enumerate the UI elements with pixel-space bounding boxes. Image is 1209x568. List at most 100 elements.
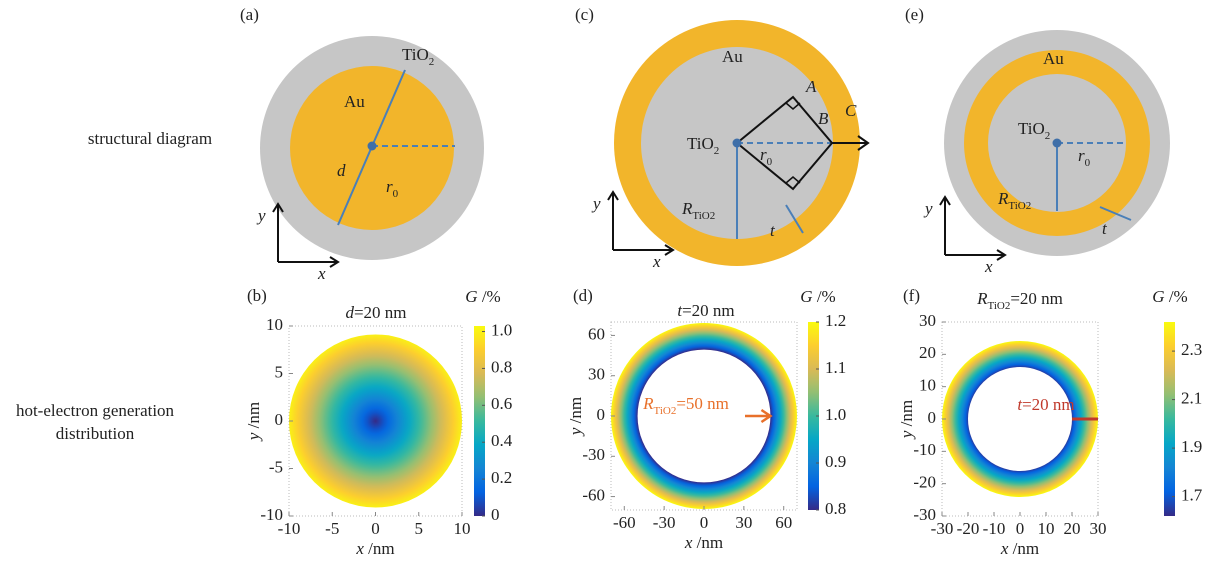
colorbar-tick-label: 0.9 [825,452,846,471]
text-segment: G [1152,287,1164,306]
y-tick-label: 10 [919,376,936,395]
text-segment: /nm [244,402,263,433]
panel-label: (d) [573,286,593,305]
text-segment: TiO [1008,200,1025,212]
shell-label: Au [722,47,743,66]
point-label: A [805,77,817,96]
center-dot [368,142,377,151]
text-segment: B [818,109,829,128]
text-segment: y [244,432,263,442]
colorbar-tick-label: 1.7 [1181,486,1203,505]
y-tick-label: -30 [913,505,936,524]
panel-label: (a) [240,5,259,24]
text-segment: R [997,189,1009,208]
colorbar-tick-label: 1.2 [825,311,846,330]
x-axis-label: x /nm [684,533,723,552]
text-segment: Au [722,47,743,66]
y-tick-label: 0 [928,408,937,427]
x-tick-label: -30 [653,513,676,532]
colorbar-tick-label: 0.6 [491,394,512,413]
text-segment: /% [813,287,836,306]
x-tick-label: 10 [1038,519,1055,538]
y-tick-label: -5 [269,457,283,476]
colorbar [474,326,485,516]
text-segment: 0 [767,156,773,168]
y-tick-label: 60 [588,324,605,343]
text-segment: TiO [687,134,714,153]
x-tick-label: -60 [613,513,636,532]
y-tick-label: -20 [913,473,936,492]
panel-label: (c) [575,5,594,24]
row-label: hot-electron generation [16,401,175,420]
text-segment: 2 [714,145,720,157]
x-axis-label: x /nm [355,539,394,558]
text-segment: R [976,289,988,308]
panel-label: (b) [247,286,267,305]
text-segment: A [805,77,817,96]
center-dot [733,139,742,148]
y-tick-label: 5 [275,362,284,381]
text-segment: /nm [364,539,395,558]
axis-letter: y [256,206,266,225]
text-segment: y [566,427,585,437]
text-segment: =20 nm [1022,395,1075,414]
chart: -10-50510-10-50510x /nmy /nmd=20 nm(b)00… [244,286,513,558]
diagram-c: (c) Au TiO2 r0 RTiO2 t A B C xy [575,5,868,271]
text-segment: /nm [897,400,916,431]
y-tick-label: -10 [913,440,936,459]
center-dot [1053,139,1062,148]
text-segment: R [681,199,693,218]
text-segment: C [845,101,857,120]
core-hole [968,367,1072,471]
row-label: structural diagram [88,129,212,148]
y-tick-label: 30 [588,365,605,384]
text-segment: d [337,161,346,180]
text-segment: /nm [1008,539,1039,558]
text-segment: =20 nm [1010,289,1063,308]
text-segment: 0 [1085,157,1091,169]
text-segment: =20 nm [354,303,407,322]
axis-letter: y [591,194,601,213]
text-segment: G [800,287,812,306]
shell-label: Au [1043,49,1064,68]
panel-label: (e) [905,5,924,24]
axis-letter: x [317,264,326,283]
y-tick-label: 30 [919,311,936,330]
x-tick-label: -5 [325,519,339,538]
y-tick-label: -10 [260,505,283,524]
text-segment: y [897,430,916,440]
text-segment: Au [1043,49,1064,68]
colorbar-tick-label: 0.2 [491,468,512,487]
x-tick-label: 60 [775,513,792,532]
colorbar-tick-label: 1.9 [1181,437,1202,456]
diameter-label: d [337,161,346,180]
x-tick-label: 0 [371,519,380,538]
text-segment: TiO [402,45,429,64]
text-segment: 2 [710,210,716,222]
annotation: t=20 nm [1017,395,1074,414]
text-segment: /nm [692,533,723,552]
colorbar-tick-label: 1.0 [825,405,846,424]
axis-letter: y [923,199,933,218]
y-axis-label: y /nm [897,400,916,440]
text-segment: Au [344,92,365,111]
colorbar-tick-label: 1.0 [491,320,512,339]
text-segment: TiO [1018,119,1045,138]
diagram-e: (e) Au TiO2 r0 RTiO2 t xy [905,5,1170,276]
point-label: B [818,109,829,128]
panel-label: (f) [903,286,920,305]
y-tick-label: -30 [582,445,605,464]
row-label: distribution [56,424,135,443]
y-tick-label: 0 [275,410,284,429]
x-tick-label: 10 [454,519,471,538]
text-segment: /nm [566,397,585,428]
x-tick-label: -10 [983,519,1006,538]
generation-disk [289,335,462,508]
colorbar-label: G /% [800,287,835,306]
x-tick-label: 5 [415,519,424,538]
colorbar-label: G /% [1152,287,1187,306]
core-label: Au [344,92,365,111]
x-tick-label: -20 [957,519,980,538]
text-segment: /% [1165,287,1188,306]
